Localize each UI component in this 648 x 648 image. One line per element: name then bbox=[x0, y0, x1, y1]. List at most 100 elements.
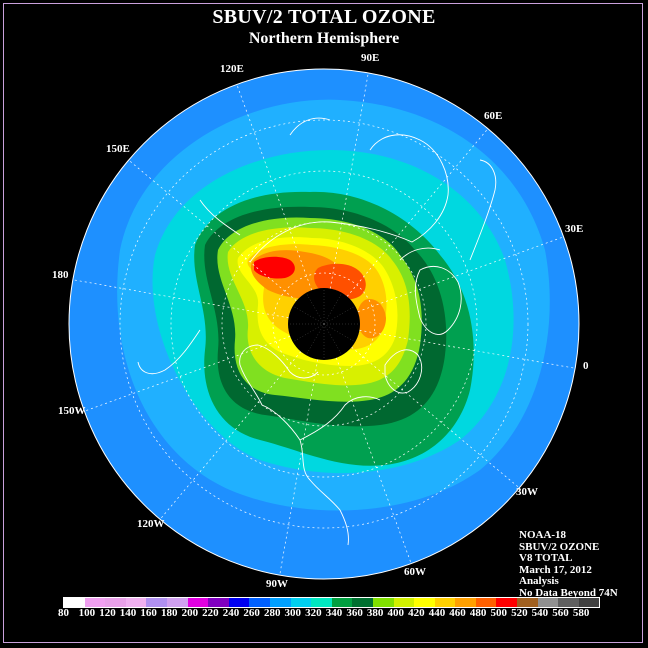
info-block: NOAA-18 SBUV/2 OZONE V8 TOTAL March 17, … bbox=[519, 529, 618, 599]
color-scale-label: 320 bbox=[305, 607, 322, 619]
label-lon-0: 0 bbox=[583, 360, 589, 372]
color-scale-label: 280 bbox=[263, 607, 281, 619]
coastline-north-america bbox=[239, 344, 381, 546]
latitude-circle bbox=[221, 221, 427, 427]
label-lon-30w: 30W bbox=[516, 486, 538, 498]
color-scale-label: 520 bbox=[511, 607, 528, 619]
figure-frame bbox=[3, 3, 643, 643]
coastlines bbox=[137, 117, 497, 546]
color-scale-swatch bbox=[249, 598, 270, 607]
color-scale-swatch bbox=[517, 598, 538, 607]
color-scale-labels: 80 100 120 140 160 180 200 220 240 260 280 300 320 34… bbox=[58, 607, 593, 619]
info-version: V8 TOTAL bbox=[519, 552, 573, 564]
color-scale-label: 480 bbox=[469, 607, 487, 619]
label-lon-30e: 30E bbox=[565, 223, 584, 235]
label-lon-60w: 60W bbox=[404, 566, 426, 578]
polar-cap-meridian bbox=[305, 292, 325, 325]
color-scale-label: 420 bbox=[408, 607, 425, 619]
coastline-europe bbox=[399, 247, 462, 335]
color-scale-swatch bbox=[187, 598, 209, 607]
color-scale-swatch bbox=[208, 598, 229, 607]
color-scale-swatch bbox=[393, 598, 415, 607]
color-scale-label: 240 bbox=[222, 607, 240, 619]
ozone-field bbox=[69, 69, 579, 579]
color-scale-label: 560 bbox=[552, 607, 569, 619]
coastline-alaska bbox=[137, 329, 201, 375]
polar-cap-meridian bbox=[323, 323, 343, 356]
label-lon-60e: 60E bbox=[484, 110, 503, 122]
color-scale-label: 140 bbox=[119, 607, 137, 619]
page-title: SBUV/2 TOTAL OZONE bbox=[212, 6, 436, 28]
info-satellite: NOAA-18 bbox=[519, 529, 567, 541]
color-scale-label: 380 bbox=[366, 607, 384, 619]
color-scale-swatch bbox=[290, 598, 312, 607]
color-scale-label: 340 bbox=[325, 607, 343, 619]
color-scale-bar bbox=[63, 597, 601, 608]
color-scale-swatch bbox=[496, 598, 518, 607]
meridian-line bbox=[72, 279, 289, 319]
info-note: No Data Beyond 74N bbox=[519, 586, 618, 599]
label-lon-120w: 120W bbox=[137, 518, 165, 530]
color-scale-label: 160 bbox=[140, 607, 157, 619]
info-product: SBUV/2 OZONE bbox=[519, 540, 600, 553]
ozone-contour-500 bbox=[254, 256, 295, 279]
meridian-line bbox=[359, 329, 576, 369]
color-scale-swatch bbox=[475, 598, 497, 607]
color-scale-label: 300 bbox=[284, 607, 302, 619]
label-lon-90e: 90E bbox=[361, 52, 380, 64]
coastline-africa-north bbox=[469, 159, 497, 261]
label-lon-150w: 150W bbox=[58, 405, 86, 417]
label-lon-150e: 150E bbox=[106, 143, 130, 155]
color-scale-label: 460 bbox=[449, 607, 466, 619]
polar-cap-grid bbox=[288, 288, 360, 360]
color-scale-swatch bbox=[455, 598, 476, 607]
polar-cap-meridian bbox=[305, 323, 325, 356]
label-lon-90w: 90W bbox=[266, 578, 288, 590]
color-scale-label: 80 bbox=[58, 607, 69, 619]
polar-cap-meridian bbox=[323, 323, 356, 343]
meridian-line bbox=[351, 346, 520, 489]
coastline-greenland bbox=[384, 349, 422, 394]
color-scale-swatch bbox=[105, 598, 126, 607]
color-scale-label: 400 bbox=[387, 607, 405, 619]
color-scale-swatch bbox=[269, 598, 291, 607]
meridian-line bbox=[236, 84, 313, 291]
color-scale-swatch bbox=[331, 598, 353, 607]
color-scale-swatch bbox=[166, 598, 188, 607]
meridian-line bbox=[346, 128, 489, 297]
color-scale-label: 500 bbox=[490, 607, 507, 619]
polar-cap-meridian bbox=[292, 305, 325, 325]
color-scale-label: 260 bbox=[243, 607, 260, 619]
meridian-line bbox=[335, 357, 412, 564]
latitude-circle bbox=[170, 170, 478, 478]
meridian-line bbox=[357, 236, 564, 313]
color-scale-label: 440 bbox=[428, 607, 446, 619]
meridian-line bbox=[128, 159, 297, 302]
color-scale-label: 540 bbox=[531, 607, 549, 619]
ozone-contour-460-tertiary bbox=[357, 299, 386, 339]
color-scale-label: 220 bbox=[202, 607, 219, 619]
color-scale-label: 200 bbox=[181, 607, 199, 619]
meridian-line bbox=[159, 351, 302, 520]
polar-cap-meridian bbox=[323, 305, 356, 325]
meridian-line bbox=[84, 335, 291, 412]
map-boundary bbox=[68, 68, 580, 580]
label-lon-120e: 120E bbox=[220, 63, 244, 75]
color-scale-swatch bbox=[434, 598, 456, 607]
color-scale-swatch bbox=[578, 598, 600, 607]
info-date: March 17, 2012 bbox=[519, 563, 592, 576]
info-type: Analysis bbox=[519, 575, 559, 587]
color-scale-label: 120 bbox=[99, 607, 116, 619]
polar-cap-meridian bbox=[292, 323, 325, 343]
color-scale-swatch bbox=[64, 598, 85, 607]
color-scale-swatch bbox=[558, 598, 579, 607]
color-scale-swatch bbox=[125, 598, 147, 607]
color-scale-swatch bbox=[228, 598, 250, 607]
coastline-asia bbox=[199, 117, 449, 263]
page-subtitle: Northern Hemisphere bbox=[248, 30, 400, 47]
color-scale-swatch bbox=[352, 598, 373, 607]
meridian-line bbox=[279, 359, 319, 576]
color-scale-label: 100 bbox=[78, 607, 96, 619]
polar-cap-meridian bbox=[323, 292, 343, 325]
color-scale-label: 360 bbox=[346, 607, 363, 619]
